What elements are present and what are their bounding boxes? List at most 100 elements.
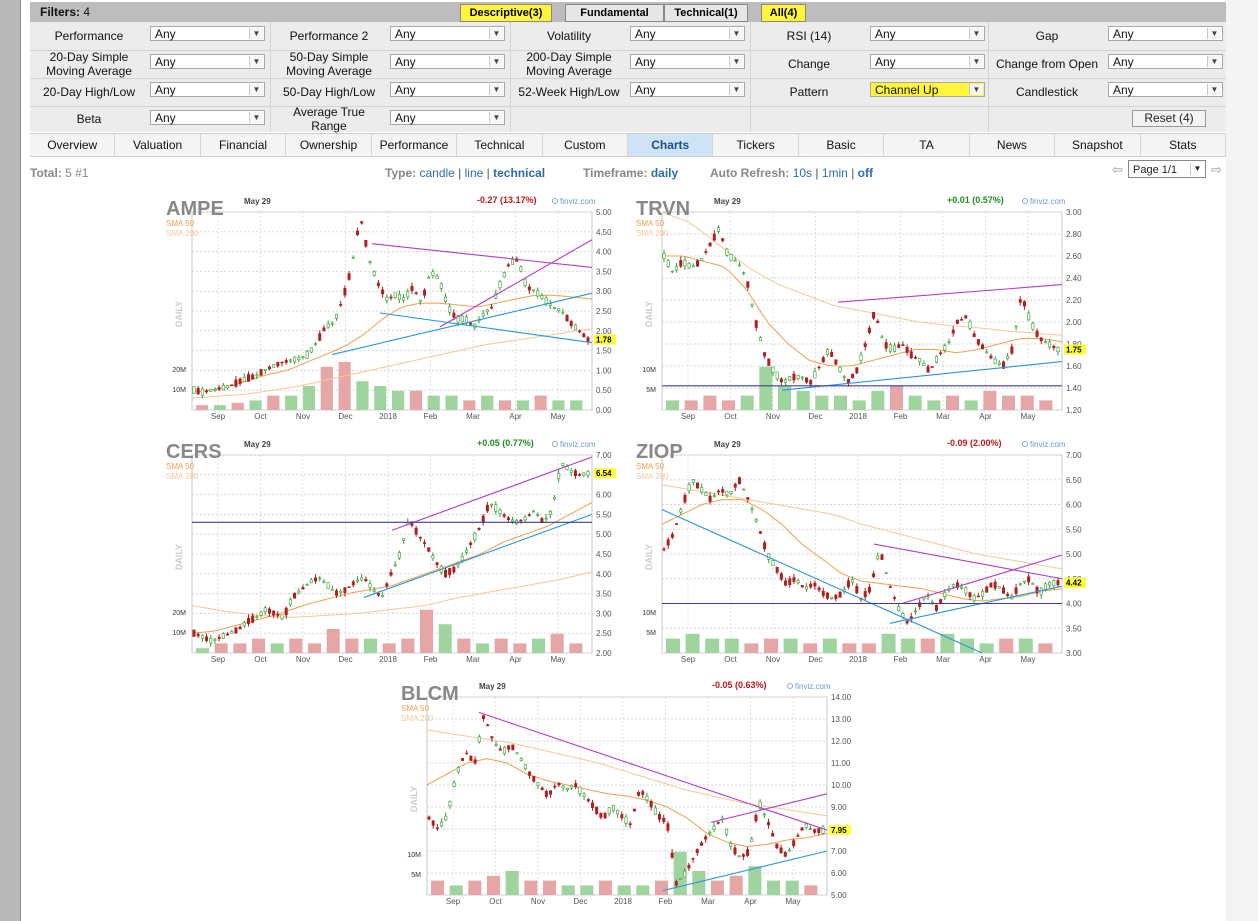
filter-tab-all[interactable]: All(4) <box>761 4 806 22</box>
timeframe-daily-link[interactable]: daily <box>650 166 679 180</box>
tab-ta[interactable]: TA <box>884 134 970 156</box>
candle-body <box>771 560 775 566</box>
candle-body <box>582 472 586 476</box>
filter-select[interactable]: Any ▼ <box>390 110 505 125</box>
filter-tab-fundamental[interactable]: Fundamental <box>565 4 664 22</box>
filter-select[interactable]: Any ▼ <box>870 26 985 41</box>
candle-body <box>599 812 603 818</box>
tab-overview[interactable]: Overview <box>30 134 116 156</box>
candle-body <box>586 471 590 476</box>
candle-body <box>276 362 280 367</box>
filter-select[interactable]: Any ▼ <box>390 54 505 69</box>
ticker-symbol: CERS <box>166 441 222 463</box>
filter-select[interactable]: Any ▼ <box>630 26 745 41</box>
type-technical-link[interactable]: technical <box>493 166 546 180</box>
last-price-tag <box>1064 577 1086 588</box>
filter-select[interactable]: Any ▼ <box>150 26 265 41</box>
filter-select[interactable]: Any ▼ <box>1108 26 1223 41</box>
tab-technical[interactable]: Technical <box>457 134 543 156</box>
volume-bar <box>524 880 538 895</box>
filter-select[interactable]: Any ▼ <box>150 54 265 69</box>
filter-select[interactable]: Any ▼ <box>150 82 265 97</box>
candle-body <box>792 577 796 582</box>
candle-body <box>544 517 548 520</box>
filter-select[interactable]: Any ▼ <box>150 110 265 125</box>
filter-tab-descriptive[interactable]: Descriptive(3) <box>460 4 552 22</box>
tab-custom[interactable]: Custom <box>543 134 628 156</box>
chart-ziop[interactable]: 7.006.506.005.505.004.504.003.503.00SepO… <box>630 435 1090 667</box>
candle-body <box>901 344 905 346</box>
candle-body <box>1052 580 1056 587</box>
candle-body <box>553 785 557 788</box>
filter-select-value: Any <box>155 83 176 97</box>
candle-body <box>960 586 964 589</box>
candle-body <box>414 527 418 535</box>
candle-body <box>402 538 406 541</box>
page-select[interactable]: Page 1/1 ▼ <box>1128 160 1206 178</box>
candle-body <box>779 378 783 383</box>
tab-snapshot[interactable]: Snapshot <box>1055 134 1141 156</box>
candle-body <box>742 272 746 274</box>
candle-body <box>1048 581 1052 586</box>
candle-body <box>712 233 716 241</box>
candle-body <box>443 569 447 578</box>
sma50-line <box>191 502 593 634</box>
prev-page-arrow-icon[interactable]: ⇦ <box>1112 162 1123 177</box>
tab-valuation[interactable]: Valuation <box>115 134 201 156</box>
tab-charts[interactable]: Charts <box>628 134 714 156</box>
candle-body <box>1014 587 1018 594</box>
filter-select[interactable]: Any ▼ <box>870 54 985 69</box>
tab-stats[interactable]: Stats <box>1141 134 1226 156</box>
refresh-off-link[interactable]: off <box>857 166 873 180</box>
volume-scale-label: 5M <box>646 630 656 637</box>
filter-column-divider <box>750 22 751 132</box>
tab-ownership[interactable]: Ownership <box>286 134 372 156</box>
chart-blcm[interactable]: 14.0013.0012.0011.0010.009.008.007.006.0… <box>395 677 855 909</box>
reset-filters-button[interactable]: Reset (4) <box>1132 110 1206 127</box>
tab-performance[interactable]: Performance <box>372 134 458 156</box>
chart-trvn[interactable]: 3.002.802.602.402.202.001.801.601.401.20… <box>630 192 1090 424</box>
candle-body <box>485 504 489 512</box>
volume-bar <box>920 638 935 653</box>
filter-select[interactable]: Any ▼ <box>1108 54 1223 69</box>
filter-select[interactable]: Any ▼ <box>630 54 745 69</box>
refresh-10s-link[interactable]: 10s <box>792 166 813 180</box>
refresh-1min-link[interactable]: 1min <box>821 166 848 180</box>
volume-bar <box>983 390 997 410</box>
y-tick-label: 11.00 <box>831 759 851 768</box>
filter-tab-technical[interactable]: Technical(1) <box>664 4 748 22</box>
y-tick-label: 5.00 <box>596 208 612 217</box>
tab-basic[interactable]: Basic <box>799 134 885 156</box>
chart-cers[interactable]: 7.006.506.005.505.004.504.003.503.002.50… <box>160 435 620 667</box>
filter-select[interactable]: Channel Up ▼ <box>870 82 985 97</box>
filter-select[interactable]: Any ▼ <box>390 26 505 41</box>
tab-news[interactable]: News <box>970 134 1056 156</box>
candle-body <box>758 801 762 810</box>
volume-bar <box>703 395 717 410</box>
tab-tickers[interactable]: Tickers <box>713 134 799 156</box>
filter-select[interactable]: Any ▼ <box>630 82 745 97</box>
filter-label: Beta <box>76 112 102 126</box>
volume-scale-label: 5M <box>646 387 656 394</box>
candle-body <box>775 566 779 573</box>
filter-select-value: Any <box>875 55 896 69</box>
tab-financial[interactable]: Financial <box>201 134 287 156</box>
next-page-arrow-icon[interactable]: ⇨ <box>1211 162 1222 177</box>
filter-select[interactable]: Any ▼ <box>1108 82 1223 97</box>
candle-body <box>787 849 791 852</box>
candle-body <box>532 510 536 513</box>
candle-body <box>238 626 242 630</box>
type-line-link[interactable]: line <box>464 166 484 180</box>
candle-body <box>389 296 393 299</box>
volume-bar <box>1018 638 1033 653</box>
candle-body <box>427 547 431 552</box>
candle-body <box>385 583 389 587</box>
candle-body <box>981 591 985 597</box>
candle-body <box>1056 346 1060 353</box>
filter-label: 50-Day High/Low <box>282 85 376 99</box>
type-candle-link[interactable]: candle <box>419 166 455 180</box>
chart-ampe[interactable]: 5.00 4.50 4.00 3.50 3.00 2.50 2.00 1.50 1.00 0.50… <box>160 192 620 424</box>
filter-select[interactable]: Any ▼ <box>390 82 505 97</box>
volume-bar <box>320 366 333 410</box>
candle-body <box>955 319 959 324</box>
